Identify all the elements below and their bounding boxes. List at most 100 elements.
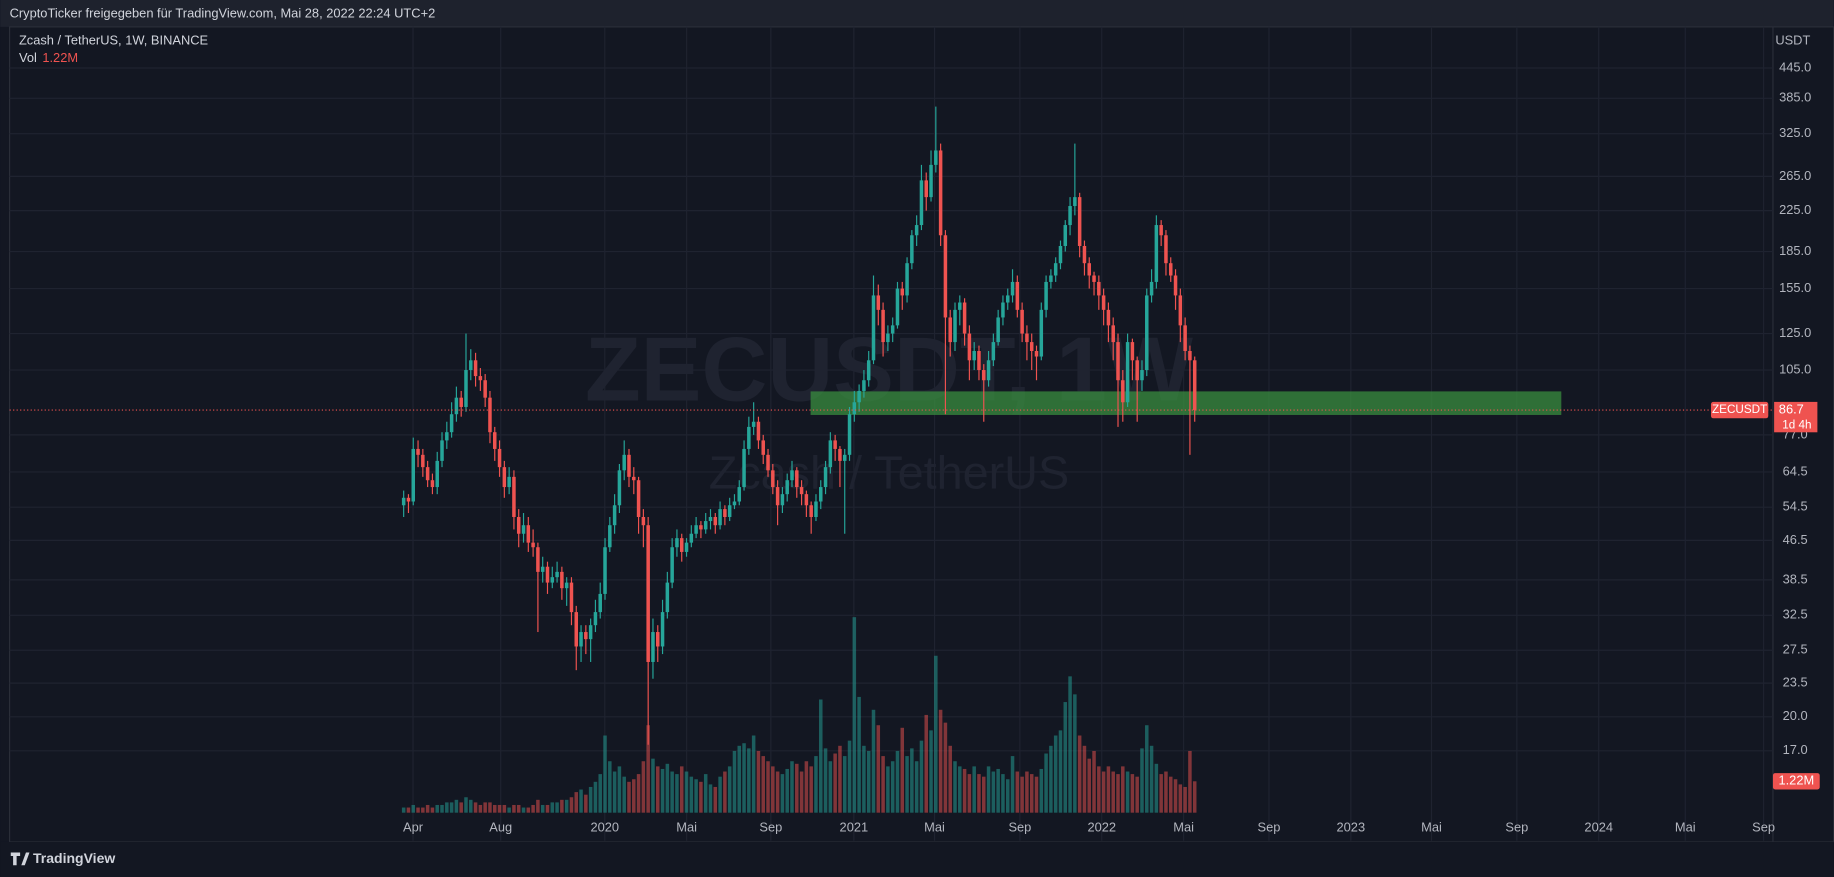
volume-bar — [555, 802, 559, 813]
volume-bar — [900, 727, 905, 813]
candle-body — [1106, 309, 1111, 326]
y-axis-label: USDT — [1775, 32, 1810, 47]
candle-body — [540, 566, 545, 572]
candle-body — [449, 414, 454, 433]
volume-bar — [972, 766, 976, 813]
volume-bar — [924, 714, 928, 813]
candle-body — [1192, 360, 1197, 411]
volume-bar — [1068, 676, 1072, 813]
candle-body — [703, 521, 708, 530]
volume-bar — [1145, 725, 1149, 813]
support-zone — [810, 391, 1562, 415]
volume-bar — [938, 709, 943, 813]
volume-bar — [516, 804, 521, 813]
candle-body — [641, 517, 646, 526]
x-tick-label: Sep — [759, 819, 782, 834]
volume-bar — [718, 776, 722, 813]
candle-body — [1029, 342, 1034, 351]
axes: 17.020.023.527.532.538.546.554.564.577.0… — [9, 59, 1820, 834]
volume-bar — [756, 750, 761, 813]
candle-body — [478, 376, 483, 381]
volume-bar — [617, 766, 622, 813]
candle-body — [761, 440, 765, 455]
volume-bar — [881, 756, 885, 813]
candle-body — [727, 505, 732, 518]
footer-logo — [10, 852, 30, 866]
volume-bar — [804, 761, 809, 813]
volume-bar — [1053, 735, 1058, 813]
volume-bar — [411, 804, 416, 813]
candle-body — [598, 593, 602, 613]
volume-bar — [636, 774, 641, 813]
y-tick-label: 20.0 — [1783, 708, 1808, 723]
candle-body — [656, 632, 660, 647]
candle-body — [804, 494, 809, 506]
candle-body — [991, 342, 996, 361]
candle-body — [679, 538, 684, 552]
volume-bar — [675, 774, 679, 813]
candle-body — [492, 432, 497, 449]
candle-body — [401, 497, 406, 506]
footer-brand: TradingView — [33, 850, 115, 866]
candle-body — [1010, 281, 1015, 296]
volume-bar — [679, 766, 684, 813]
candle-body — [569, 582, 574, 613]
candle-body — [665, 582, 670, 613]
volume-bar — [435, 804, 439, 813]
candle-body — [866, 360, 871, 381]
volume-value: 1.22M — [42, 50, 78, 65]
volume-bar — [876, 725, 881, 813]
volume-bar — [545, 804, 550, 813]
candle-body — [1097, 281, 1101, 296]
grid — [9, 26, 1773, 841]
price-badge — [1774, 401, 1818, 433]
volume-bar — [612, 771, 617, 813]
volume-bar — [852, 617, 857, 813]
y-tick-label: 64.5 — [1783, 463, 1808, 478]
candle-body — [1159, 225, 1163, 236]
candle-body — [751, 421, 756, 427]
candle-body — [790, 470, 794, 481]
x-tick-label: Mai — [924, 819, 945, 834]
volume-bar — [809, 766, 813, 813]
volume-bar — [584, 794, 588, 813]
volume-bar — [962, 768, 967, 813]
candle-body — [1001, 302, 1005, 318]
candle-body — [737, 487, 742, 502]
y-tick-label: 385.0 — [1779, 90, 1811, 105]
volume-bar — [512, 804, 516, 813]
candle-body — [483, 380, 487, 398]
candle-body — [905, 263, 909, 296]
x-tick-label: Sep — [1258, 819, 1281, 834]
candle-body — [1039, 309, 1044, 357]
volume-bar — [1154, 763, 1159, 813]
symbol-badge — [1710, 401, 1769, 419]
chart-title: Zcash / TetherUS, 1W, BINANCE — [19, 32, 209, 47]
candle-body — [713, 517, 718, 526]
candle-body — [689, 533, 694, 543]
volume-bar — [660, 768, 665, 813]
volume-bar — [502, 804, 507, 813]
volume-bar — [425, 804, 430, 813]
volume-bar — [1101, 771, 1106, 813]
volume-bar — [401, 807, 406, 813]
volume-bar — [1029, 774, 1034, 813]
volume-bar — [1135, 776, 1139, 813]
volume-bar — [713, 786, 718, 813]
y-tick-label: 38.5 — [1783, 571, 1808, 586]
volume-bar — [895, 750, 900, 813]
candle-body — [1149, 281, 1154, 296]
candle-body — [464, 370, 468, 407]
volume-bar — [540, 804, 545, 813]
price-badge-text: 86.7 — [1779, 401, 1804, 416]
volume-bar — [670, 771, 674, 813]
volume-bar — [866, 750, 871, 813]
candle-body — [430, 480, 435, 488]
volume-bar — [910, 748, 914, 813]
candle-body — [1058, 245, 1063, 264]
volume-bar — [449, 802, 454, 813]
volume-bar — [871, 709, 876, 813]
volume-bar — [459, 802, 463, 813]
